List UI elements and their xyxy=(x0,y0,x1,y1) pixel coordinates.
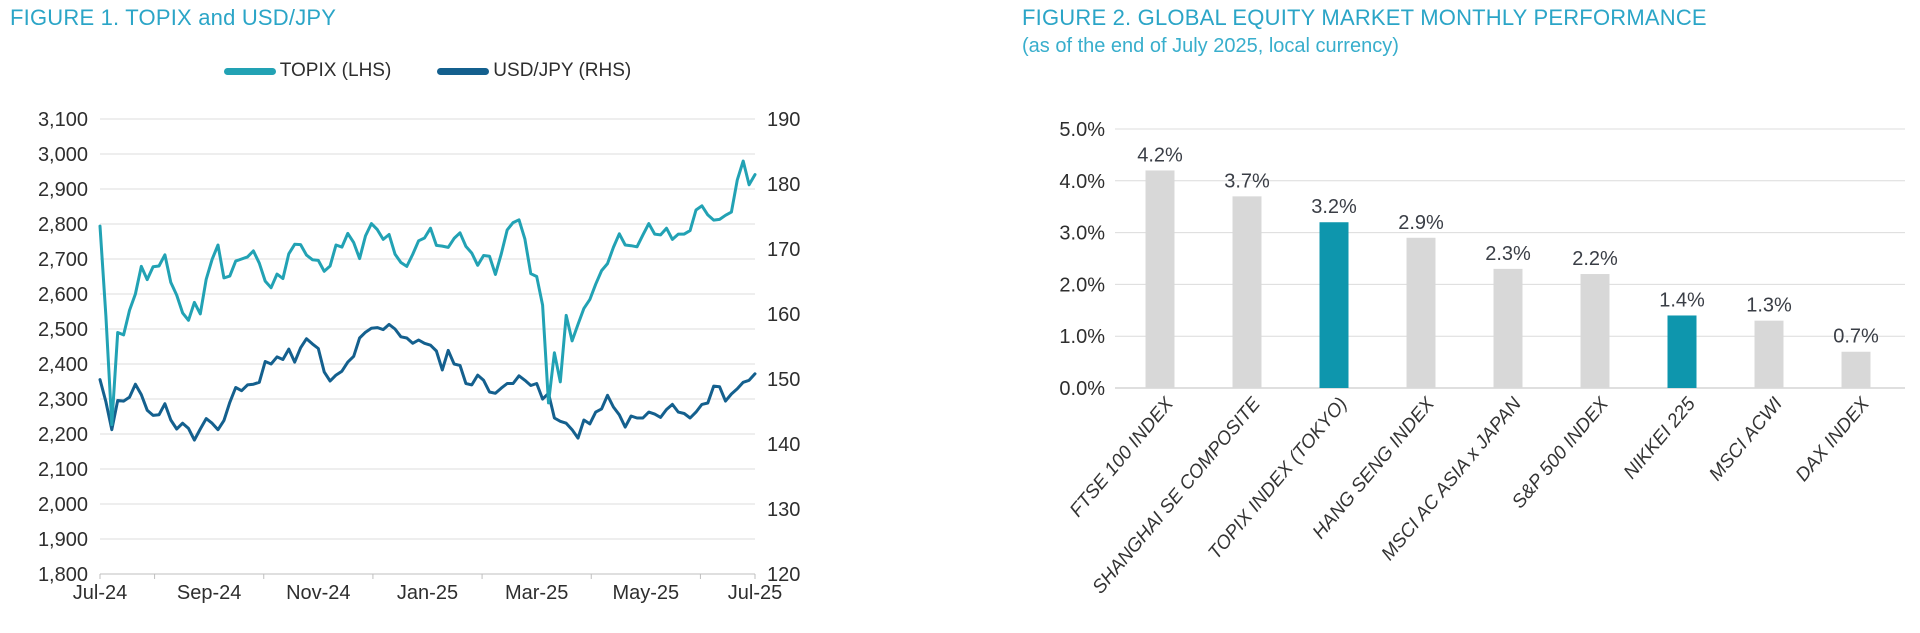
y-right-tick-label: 170 xyxy=(767,239,800,261)
y-left-tick-label: 3,100 xyxy=(38,109,88,131)
bar xyxy=(1841,351,1871,388)
figure-1-line-chart: 1,800 1,900 2,000 2,100 2,200 2,300 2,400 2,500… xyxy=(38,109,800,604)
x-tick-label: Jan-25 xyxy=(397,582,458,604)
y-left-tick-label: 1,800 xyxy=(38,564,88,586)
y-tick-label: 2.0% xyxy=(1059,274,1105,296)
y-right-tick-label: 150 xyxy=(767,369,800,391)
y-right-tick-label: 160 xyxy=(767,304,800,326)
y-left-tick-label: 2,600 xyxy=(38,284,88,306)
figure-2-subtitle: (as of the end of July 2025, local curre… xyxy=(1022,35,1399,57)
x-tick-label: Nov-24 xyxy=(286,582,350,604)
category-label: S&P 500 INDEX xyxy=(1508,393,1613,513)
y-left-tick-label: 2,500 xyxy=(38,319,88,341)
bar xyxy=(1580,274,1610,388)
y-tick-label: 0.0% xyxy=(1059,378,1105,400)
x-tick-label: Sep-24 xyxy=(177,582,242,604)
usdjpy-legend-label: USD/JPY (RHS) xyxy=(493,60,632,81)
y-tick-label: 3.0% xyxy=(1059,223,1105,245)
bar-value-label: 4.2% xyxy=(1137,144,1183,166)
y-tick-label: 1.0% xyxy=(1059,326,1105,348)
category-label: MSCI AC ASIA x JAPAN xyxy=(1378,394,1526,565)
bar-value-label: 2.2% xyxy=(1572,248,1618,270)
category-label: MSCI ACWI xyxy=(1705,393,1787,485)
bar-value-label: 3.7% xyxy=(1224,170,1270,192)
bar-value-label: 2.3% xyxy=(1485,243,1531,265)
y-tick-label: 5.0% xyxy=(1059,119,1105,141)
bar xyxy=(1493,268,1523,388)
bar-value-label: 2.9% xyxy=(1398,212,1444,234)
bar-value-label: 1.3% xyxy=(1746,295,1792,317)
topix-legend-label: TOPIX (LHS) xyxy=(279,60,392,81)
usdjpy-series-line xyxy=(98,322,757,442)
y-left-tick-label: 3,000 xyxy=(38,144,88,166)
bar xyxy=(1754,320,1784,388)
y-left-tick-label: 2,200 xyxy=(38,424,88,446)
y-left-tick-label: 2,700 xyxy=(38,249,88,271)
bar xyxy=(1145,170,1175,388)
figure-1-legend: TOPIX (LHS) USD/JPY (RHS) xyxy=(100,60,755,82)
bar xyxy=(1406,237,1436,388)
bar-value-label: 0.7% xyxy=(1833,326,1879,348)
x-tick-label: Mar-25 xyxy=(505,582,568,604)
bar xyxy=(1667,315,1697,388)
y-right-tick-label: 120 xyxy=(767,564,800,586)
x-tick-label: Jul-25 xyxy=(728,582,782,604)
figure-2-bar-chart: 0.0%1.0%2.0%3.0%4.0%5.0%4.2%FTSE 100 IND… xyxy=(1059,119,1905,598)
y-left-tick-label: 2,400 xyxy=(38,354,88,376)
category-label: SHANGHAI SE COMPOSITE xyxy=(1089,393,1265,598)
y-left-tick-label: 2,300 xyxy=(38,389,88,411)
y-right-tick-label: 180 xyxy=(767,174,800,196)
bar-value-label: 1.4% xyxy=(1659,289,1705,311)
figure-2-title: FIGURE 2. GLOBAL EQUITY MARKET MONTHLY P… xyxy=(1022,5,1707,30)
y-left-tick-label: 1,900 xyxy=(38,529,88,551)
x-tick-label: May-25 xyxy=(612,582,679,604)
legend-item-topix: TOPIX (LHS) xyxy=(223,60,392,82)
topix-series-line xyxy=(98,159,757,427)
y-right-tick-label: 190 xyxy=(767,109,800,131)
bar xyxy=(1232,196,1262,388)
figure-1-title: FIGURE 1. TOPIX and USD/JPY xyxy=(10,5,337,30)
legend-item-usdjpy: USD/JPY (RHS) xyxy=(437,60,631,82)
y-right-tick-label: 130 xyxy=(767,499,800,521)
category-label: DAX INDEX xyxy=(1792,393,1875,486)
y-left-tick-label: 2,900 xyxy=(38,179,88,201)
bar-value-label: 3.2% xyxy=(1311,196,1357,218)
y-left-tick-label: 2,000 xyxy=(38,494,88,516)
bar xyxy=(1319,222,1349,388)
category-label: NIKKEI 225 xyxy=(1620,393,1700,483)
x-tick-label: Jul-24 xyxy=(73,582,127,604)
y-left-tick-label: 2,800 xyxy=(38,214,88,236)
y-tick-label: 4.0% xyxy=(1059,171,1105,193)
y-right-tick-label: 140 xyxy=(767,434,800,456)
usdjpy-line-swatch-icon xyxy=(437,67,490,75)
y-left-tick-label: 2,100 xyxy=(38,459,88,481)
topix-line-swatch-icon xyxy=(223,67,276,75)
